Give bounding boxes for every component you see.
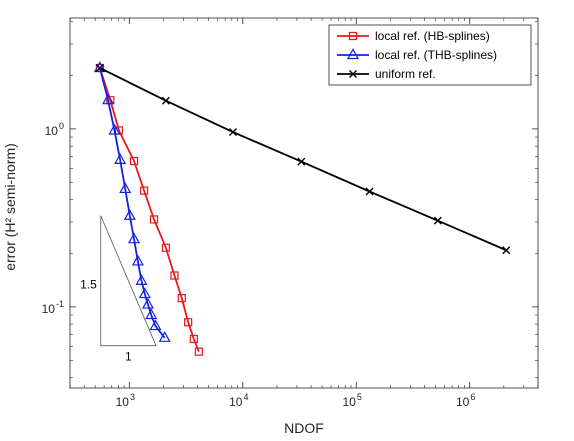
data-point bbox=[123, 209, 136, 220]
data-point bbox=[135, 274, 148, 285]
data-point bbox=[119, 182, 132, 194]
x-axis-label: NDOF bbox=[284, 420, 324, 436]
data-point bbox=[93, 61, 106, 73]
series-square bbox=[95, 63, 203, 356]
marker-stroke bbox=[229, 128, 237, 137]
series-x bbox=[95, 63, 511, 255]
marker-stroke bbox=[161, 96, 170, 105]
marker-stroke bbox=[349, 70, 357, 78]
data-point bbox=[184, 318, 193, 327]
marker-stroke bbox=[502, 246, 511, 255]
legend-label: uniform ref. bbox=[375, 67, 436, 81]
x-tick-label: 106 bbox=[456, 392, 475, 409]
data-point bbox=[138, 287, 151, 299]
data-point bbox=[189, 334, 198, 344]
data-point bbox=[433, 216, 442, 225]
data-point bbox=[149, 215, 159, 224]
x-tick-label: 104 bbox=[229, 392, 248, 409]
data-point bbox=[158, 331, 171, 342]
data-point bbox=[502, 246, 511, 255]
x-tick-exponent: 6 bbox=[470, 392, 475, 402]
data-point bbox=[131, 254, 144, 266]
slope-height-label: 1.5 bbox=[80, 278, 97, 292]
marker-stroke bbox=[433, 216, 442, 225]
legend-item: local ref. (THB-splines) bbox=[337, 48, 497, 62]
data-point bbox=[161, 243, 170, 252]
data-point bbox=[161, 96, 170, 105]
x-tick-exponent: 4 bbox=[243, 392, 248, 402]
data-point bbox=[229, 128, 237, 137]
data-point bbox=[140, 186, 149, 195]
y-tick-exponent: 0 bbox=[59, 121, 64, 131]
slope-triangle bbox=[100, 215, 157, 347]
data-point bbox=[95, 63, 104, 72]
data-point bbox=[114, 153, 127, 164]
data-point bbox=[194, 347, 203, 356]
data-point bbox=[177, 294, 186, 303]
marker-stroke bbox=[365, 187, 374, 196]
legend-item: uniform ref. bbox=[337, 67, 436, 81]
data-point bbox=[297, 157, 306, 166]
x-tick-exponent: 5 bbox=[357, 392, 362, 402]
legend-label: local ref. (HB-splines) bbox=[375, 29, 490, 43]
series-line bbox=[98, 67, 166, 339]
data-point bbox=[149, 319, 162, 331]
data-point bbox=[170, 271, 179, 280]
series-line bbox=[99, 67, 200, 353]
marker-stroke bbox=[297, 157, 306, 166]
legend-marker bbox=[348, 31, 358, 41]
data-point bbox=[128, 232, 141, 244]
data-point bbox=[365, 187, 374, 196]
data-point bbox=[145, 308, 158, 320]
legend-marker bbox=[346, 48, 360, 60]
marker-stroke bbox=[95, 63, 104, 72]
slope-base-label: 1 bbox=[125, 350, 132, 364]
data-point bbox=[102, 93, 115, 105]
x-tick-label: 103 bbox=[116, 392, 135, 409]
x-tick-label: 105 bbox=[343, 392, 362, 409]
y-tick-exponent: -1 bbox=[56, 299, 64, 309]
data-point bbox=[108, 123, 121, 135]
y-tick-label: 100 bbox=[45, 121, 64, 138]
legend-marker bbox=[349, 70, 357, 78]
legend-label: local ref. (THB-splines) bbox=[375, 48, 497, 62]
series-triangle bbox=[93, 61, 171, 342]
y-axis-label: error (H² semi-norm) bbox=[2, 143, 18, 271]
y-tick-label: 10-1 bbox=[42, 299, 64, 316]
legend-item: local ref. (HB-splines) bbox=[337, 29, 490, 43]
data-point bbox=[129, 156, 139, 166]
x-tick-exponent: 3 bbox=[130, 392, 135, 402]
data-point bbox=[141, 297, 154, 309]
